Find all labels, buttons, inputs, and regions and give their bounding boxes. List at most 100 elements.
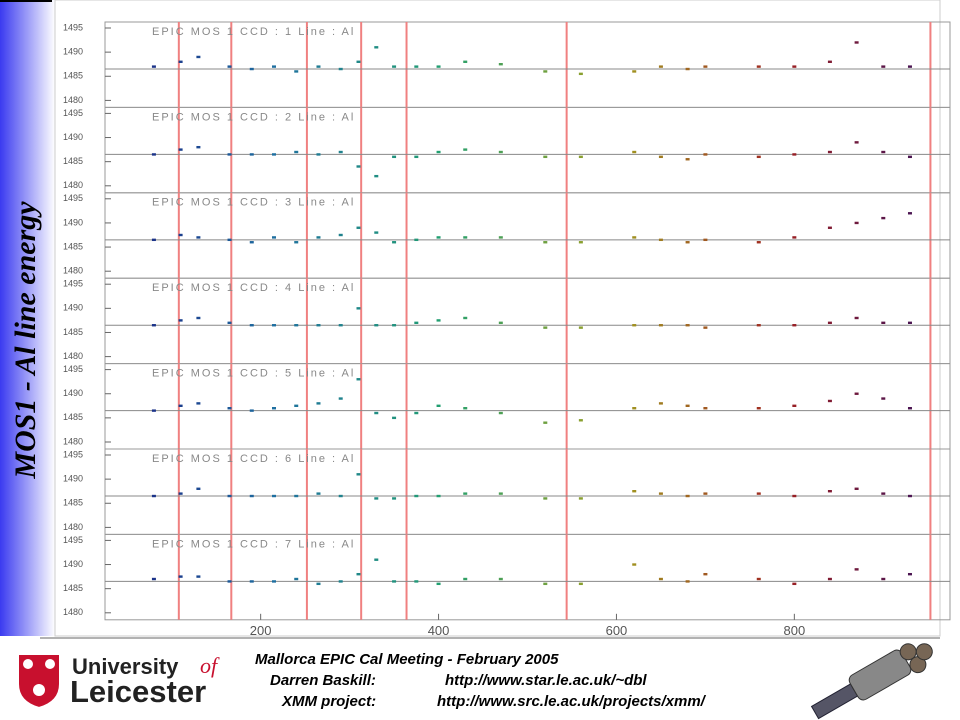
point	[436, 582, 441, 586]
point	[463, 236, 468, 239]
y-tick-label: 1490	[63, 559, 83, 569]
point	[294, 150, 299, 154]
point	[356, 307, 361, 310]
point	[463, 407, 468, 410]
logo-emblem	[45, 659, 55, 669]
point	[881, 65, 886, 68]
author-url[interactable]: http://www.star.le.ac.uk/~dbl	[445, 672, 647, 689]
point	[272, 65, 276, 68]
project-url[interactable]: http://www.src.le.ac.uk/projects/xmm/	[437, 693, 707, 710]
point	[436, 150, 441, 154]
point	[658, 577, 663, 581]
point	[196, 316, 201, 320]
point	[498, 492, 503, 495]
point	[178, 233, 183, 237]
panel-title: EPIC MOS 1 CCD : 3 Line : Al	[152, 197, 355, 209]
point	[685, 580, 690, 583]
point	[151, 153, 156, 156]
panel-title: EPIC MOS 1 CCD : 6 Line : Al	[152, 453, 355, 465]
y-tick-label: 1490	[63, 47, 83, 57]
point	[374, 174, 379, 178]
point	[316, 236, 321, 239]
y-tick-label: 1485	[63, 583, 83, 593]
point	[827, 490, 832, 493]
point	[294, 324, 299, 327]
mirror	[909, 656, 927, 674]
point	[356, 165, 361, 168]
point	[854, 41, 859, 44]
point	[414, 411, 419, 415]
point	[356, 572, 361, 576]
point	[151, 238, 156, 242]
y-tick-label: 1490	[63, 303, 83, 313]
point	[392, 416, 397, 420]
point	[632, 324, 637, 327]
point	[414, 494, 419, 498]
point	[463, 148, 468, 151]
y-tick-label: 1480	[63, 522, 83, 532]
point	[294, 70, 299, 73]
point	[907, 407, 912, 410]
point	[249, 241, 254, 244]
y-tick-label: 1495	[63, 279, 83, 289]
point	[414, 155, 419, 159]
point	[703, 572, 708, 576]
y-tick-label: 1485	[63, 327, 83, 337]
point	[436, 65, 441, 68]
point	[792, 65, 797, 68]
point	[316, 324, 321, 327]
point	[578, 326, 583, 329]
point	[907, 65, 912, 68]
point	[227, 494, 232, 498]
point	[685, 324, 690, 327]
point	[249, 324, 254, 327]
point	[854, 316, 859, 320]
point	[414, 580, 419, 583]
point	[463, 316, 468, 320]
author: Darren Baskill:	[270, 672, 376, 689]
point	[854, 221, 859, 225]
point	[907, 155, 912, 159]
point	[578, 241, 583, 244]
x-tick-label: 800	[783, 623, 805, 638]
side-band	[0, 0, 55, 636]
point	[854, 141, 859, 144]
satellite	[810, 643, 933, 720]
point	[272, 407, 276, 410]
point	[338, 580, 343, 583]
plot-image	[54, 0, 941, 637]
point	[249, 153, 254, 156]
y-tick-label: 1485	[63, 241, 83, 251]
panel-title: EPIC MOS 1 CCD : 7 Line : Al	[152, 538, 355, 550]
point	[227, 407, 232, 410]
y-tick-label: 1480	[63, 351, 83, 361]
point	[272, 324, 276, 327]
point	[227, 153, 232, 156]
point	[316, 65, 321, 68]
point	[151, 494, 156, 498]
point	[498, 63, 503, 66]
point	[827, 399, 832, 403]
point	[685, 158, 690, 161]
point	[316, 153, 321, 156]
point	[392, 497, 397, 500]
point	[272, 236, 276, 239]
point	[414, 321, 419, 325]
point	[543, 326, 548, 329]
point	[227, 321, 232, 325]
point	[756, 241, 761, 244]
point	[436, 494, 441, 498]
point	[338, 67, 343, 71]
point	[392, 65, 397, 68]
point	[658, 65, 663, 68]
point	[658, 324, 663, 327]
y-tick-label: 1480	[63, 266, 83, 276]
point	[338, 324, 343, 327]
y-tick-label: 1480	[63, 607, 83, 617]
point	[703, 492, 708, 495]
point	[881, 150, 886, 154]
point	[498, 150, 503, 154]
point	[463, 492, 468, 495]
point	[792, 404, 797, 407]
point	[294, 241, 299, 244]
